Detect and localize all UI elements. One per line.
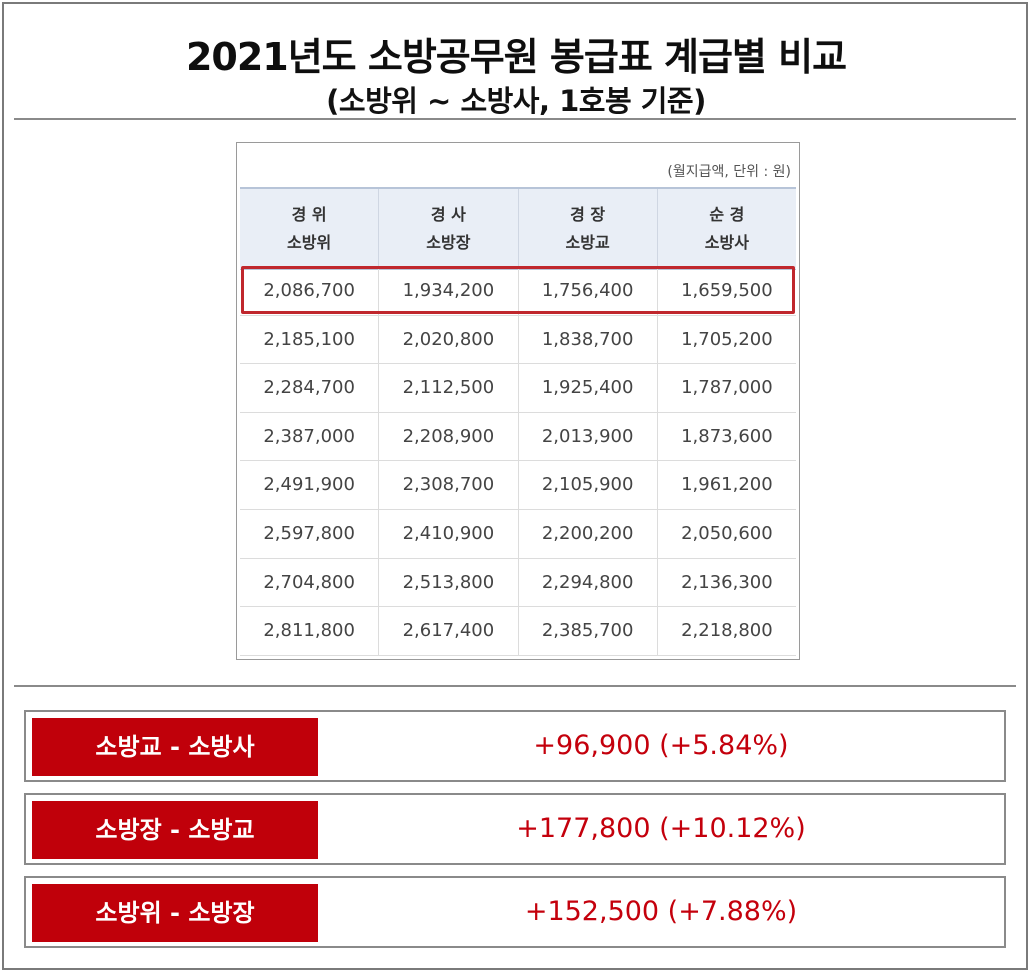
column-header-rank: 경 사 [430,205,466,224]
table-header: 경 위 소방위 경 사 소방장 경 장 소방교 순 경 소방사 [240,187,796,270]
table-cell: 2,218,800 [681,620,773,642]
table-cell: 2,105,900 [519,461,658,509]
table-body: 2,086,700 1,934,200 1,756,400 1,659,500 … [240,267,796,656]
table-cell: 2,597,800 [240,509,380,558]
table-cell: 1,925,400 [519,364,658,412]
table-cell: 2,086,700 [240,267,380,315]
table-cell: 2,811,800 [240,607,380,655]
column-header-rank: 경 장 [570,205,606,224]
table-cell: 1,705,200 [681,328,773,350]
table-cell: 2,112,500 [379,364,519,412]
table-row: 2,491,900 2,308,700 2,105,900 1,961,200 [240,461,796,510]
table-cell: 1,961,200 [681,474,773,496]
column-header: 경 장 소방교 [519,189,658,269]
table-cell: 2,704,800 [240,558,380,607]
table-row: 2,597,800 2,410,900 2,200,200 2,050,600 [240,509,796,559]
divider-top [14,118,1016,120]
comparison-row: 소방위 - 소방장 +152,500 (+7.88%) [24,876,1006,948]
page-subtitle: (소방위 ~ 소방사, 1호봉 기준) [326,84,706,118]
unit-note: (월지급액, 단위 : 원) [667,164,791,180]
table-cell: 1,873,600 [681,425,773,447]
table-cell: 2,491,900 [240,461,380,509]
table-cell: 2,284,700 [240,364,380,412]
table-cell: 2,385,700 [519,607,658,655]
table-cell: 2,050,600 [681,522,773,544]
column-header: 순 경 소방사 [658,189,796,269]
column-header-fire-rank: 소방사 [704,233,749,252]
table-row: 2,811,800 2,617,400 2,385,700 2,218,800 [240,607,796,656]
comparison-label: 소방교 - 소방사 [32,718,318,776]
comparison-value: +96,900 (+5.84%) [533,730,789,761]
table-row: 2,387,000 2,208,900 2,013,900 1,873,600 [240,412,796,462]
table-cell: 1,838,700 [519,315,658,364]
table-cell: 1,787,000 [681,377,773,399]
comparison-row: 소방장 - 소방교 +177,800 (+10.12%) [24,793,1006,865]
table-cell: 1,934,200 [379,267,519,315]
comparison-label: 소방위 - 소방장 [32,884,318,942]
salary-table: (월지급액, 단위 : 원) 경 위 소방위 경 사 소방장 경 장 소방교 순… [236,142,800,660]
table-cell: 2,308,700 [379,461,519,509]
column-header-fire-rank: 소방위 [287,233,332,252]
table-cell: 2,013,900 [519,412,658,461]
table-row: 2,284,700 2,112,500 1,925,400 1,787,000 [240,364,796,413]
table-cell: 2,185,100 [240,315,380,364]
table-cell: 2,410,900 [379,509,519,558]
column-header-rank: 순 경 [709,205,745,224]
table-cell: 2,136,300 [681,571,773,593]
first-step-highlight-box [241,266,795,314]
comparison-value: +177,800 (+10.12%) [516,813,806,844]
column-header: 경 위 소방위 [240,189,380,269]
divider-bottom [14,685,1016,687]
table-cell: 1,756,400 [519,267,658,315]
table-cell: 2,020,800 [379,315,519,364]
comparison-label: 소방장 - 소방교 [32,801,318,859]
column-header-fire-rank: 소방장 [426,233,471,252]
column-header: 경 사 소방장 [379,189,519,269]
table-cell: 2,513,800 [379,558,519,607]
column-header-rank: 경 위 [291,205,327,224]
column-header-fire-rank: 소방교 [565,233,610,252]
comparison-value: +152,500 (+7.88%) [524,896,798,927]
table-row: 2,086,700 1,934,200 1,756,400 1,659,500 [240,267,796,316]
comparison-row: 소방교 - 소방사 +96,900 (+5.84%) [24,710,1006,782]
table-row: 2,704,800 2,513,800 2,294,800 2,136,300 [240,558,796,608]
table-cell: 2,617,400 [379,607,519,655]
table-cell: 1,659,500 [681,280,773,301]
table-cell: 2,387,000 [240,412,380,461]
table-cell: 2,294,800 [519,558,658,607]
table-cell: 2,208,900 [379,412,519,461]
table-cell: 2,200,200 [519,509,658,558]
page-title: 2021년도 소방공무원 봉급표 계급별 비교 [185,35,847,79]
table-row: 2,185,100 2,020,800 1,838,700 1,705,200 [240,315,796,365]
